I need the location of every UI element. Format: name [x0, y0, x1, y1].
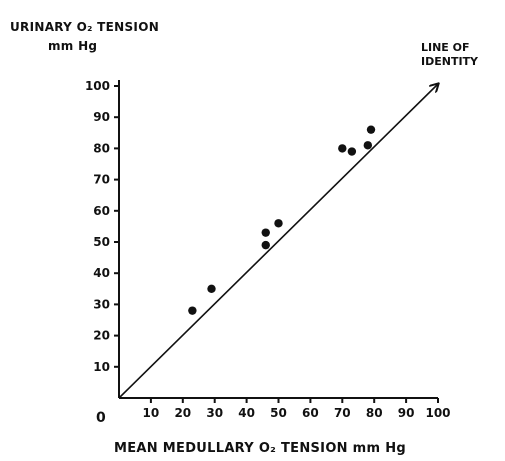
x-tick-label: 50 [270, 406, 287, 420]
x-tick-label: 60 [302, 406, 319, 420]
y-tick-label: 40 [93, 266, 110, 280]
x-tick-label: 20 [174, 406, 191, 420]
identity-line [118, 84, 438, 399]
y-axis-title-line-2: mm Hg [48, 39, 97, 53]
x-tick-label: 40 [238, 406, 255, 420]
y-tick-label: 30 [93, 297, 110, 311]
origin-label: 0 [96, 410, 106, 426]
y-tick-label: 50 [93, 235, 110, 249]
x-tick-label: 100 [425, 406, 450, 420]
data-point [274, 219, 283, 228]
data-point [338, 144, 347, 153]
y-tick-label: 70 [93, 173, 110, 187]
x-tick-label: 80 [366, 406, 383, 420]
y-tick-label: 60 [93, 204, 110, 218]
data-point [261, 240, 270, 250]
y-axis-ticks: 10 20 30 40 50 60 70 80 90 100 [85, 79, 119, 374]
data-point [366, 125, 376, 134]
y-tick-label: 90 [93, 110, 110, 124]
annotation-line-1: LINE OF [421, 41, 470, 54]
data-point [188, 306, 197, 315]
y-tick-label: 10 [93, 360, 110, 374]
x-axis-title: MEAN MEDULLARY O₂ TENSION mm Hg [114, 441, 406, 456]
y-tick-label: 100 [85, 79, 110, 93]
data-point [363, 141, 373, 150]
data-point [261, 228, 270, 237]
data-points [188, 125, 376, 315]
data-point [207, 284, 216, 293]
y-tick-label: 80 [93, 141, 110, 155]
x-tick-label: 30 [206, 406, 223, 420]
y-axis-title-line-1: URINARY O₂ TENSION [10, 20, 159, 34]
x-tick-label: 10 [143, 406, 160, 420]
x-axis-ticks: 10 20 30 40 50 60 70 80 90 100 [143, 398, 451, 420]
y-tick-label: 20 [93, 329, 110, 343]
x-tick-label: 70 [334, 406, 351, 420]
x-tick-label: 90 [398, 406, 415, 420]
annotation-line-2: IDENTITY [421, 55, 479, 68]
data-point [347, 147, 357, 156]
